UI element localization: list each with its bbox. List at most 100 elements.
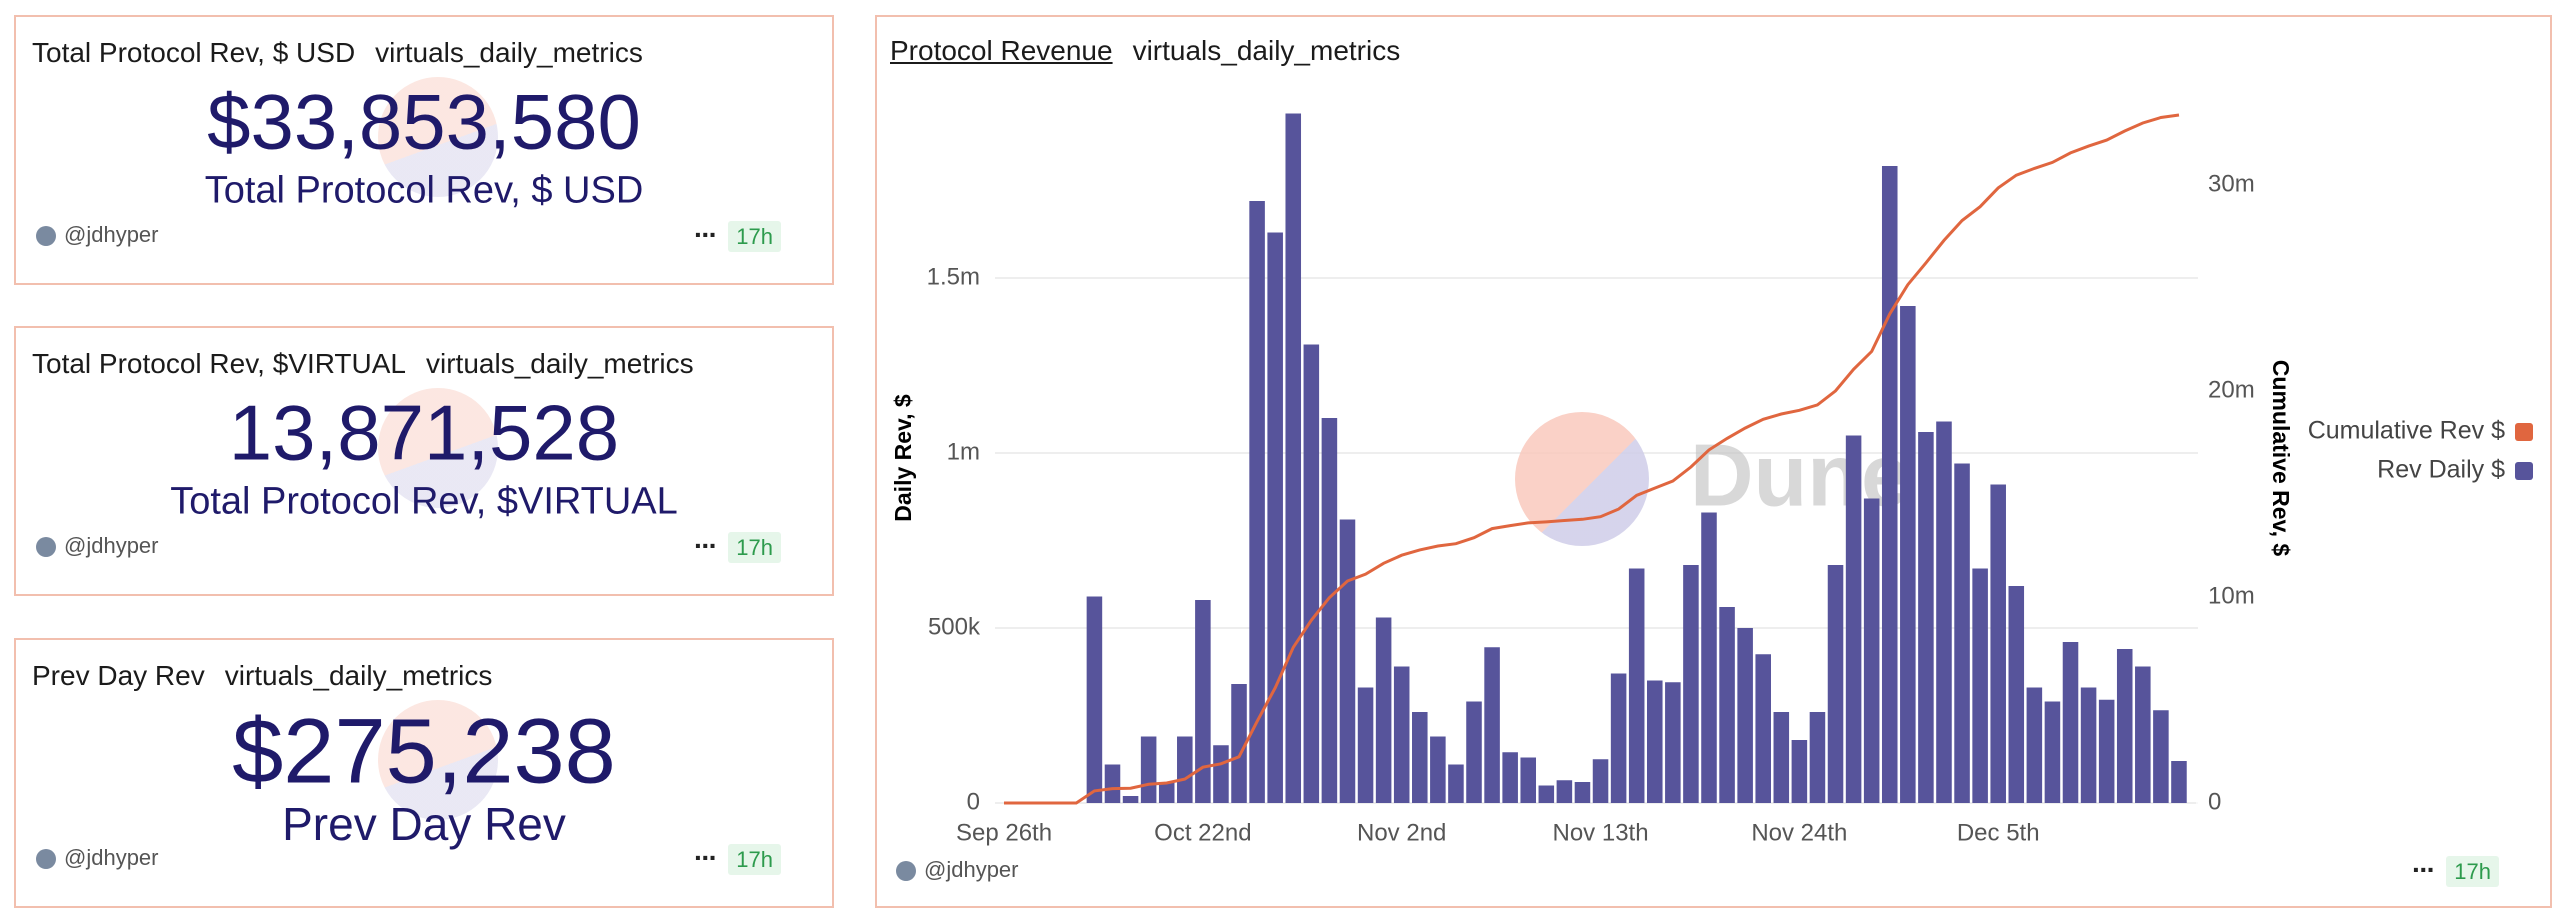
chart-title[interactable]: Protocol Revenue — [890, 35, 1113, 66]
x-tick-label: Nov 2nd — [1357, 819, 1446, 846]
legend-swatch — [2515, 423, 2533, 441]
bar — [2062, 642, 2079, 803]
bar — [1177, 736, 1193, 803]
bar — [1863, 498, 1880, 803]
query-name[interactable]: virtuals_daily_metrics — [426, 348, 694, 379]
avatar[interactable] — [36, 537, 56, 558]
menu[interactable]: ··· — [2412, 854, 2436, 885]
author[interactable]: @jdhyper — [924, 857, 1019, 882]
bar — [1303, 344, 1320, 803]
bar — [1140, 736, 1157, 803]
bar — [2026, 687, 2043, 803]
query-name[interactable]: virtuals_daily_metrics — [224, 660, 493, 691]
bar — [1665, 682, 1681, 803]
counter-label: Total Protocol Rev, $ USD — [204, 169, 644, 212]
bar — [1231, 684, 1247, 803]
age-badge: 17h — [728, 844, 781, 875]
avatar[interactable] — [36, 849, 56, 870]
bar — [1104, 764, 1121, 803]
bar — [1845, 435, 1862, 803]
author[interactable]: @jdhyper — [64, 533, 159, 558]
bar — [1610, 673, 1627, 803]
bar — [1321, 418, 1338, 803]
bar — [1357, 687, 1374, 803]
counter-value: $275,238 — [232, 700, 616, 803]
watermark — [378, 77, 498, 197]
card-title[interactable]: Prev Day Rev virtuals_daily_metrics — [32, 660, 492, 692]
bar — [1592, 759, 1609, 803]
bar — [1430, 736, 1446, 803]
bar — [2044, 701, 2061, 803]
chart-footer-right: ··· 17h — [2412, 854, 2499, 887]
card-title[interactable]: Total Protocol Rev, $VIRTUAL virtuals_dai… — [32, 348, 694, 380]
menu[interactable]: ··· — [694, 842, 718, 873]
x-tick-label: Nov 13th — [1553, 819, 1649, 846]
legend-label: Cumulative Rev $ — [2308, 417, 2505, 445]
bar — [1158, 782, 1175, 803]
bar — [1195, 600, 1211, 803]
watermark-logo — [1515, 412, 1649, 546]
y2-tick-label: 30m — [2208, 171, 2255, 198]
bar — [1520, 757, 1537, 803]
y-axis-title: Daily Rev, $ — [890, 394, 916, 522]
widget-title[interactable]: Total Protocol Rev, $ USD — [32, 37, 356, 68]
y2-tick-label: 0 — [2208, 788, 2221, 815]
bar — [1755, 654, 1771, 803]
widget-title[interactable]: Prev Day Rev — [32, 660, 205, 691]
y-tick-label: 1.5m — [927, 263, 980, 290]
author[interactable]: @jdhyper — [64, 845, 159, 870]
bar — [1556, 780, 1573, 803]
bar — [1990, 484, 2006, 803]
bar — [1791, 740, 1808, 803]
bar — [2116, 649, 2133, 803]
counter-label: Total Protocol Rev, $VIRTUAL — [170, 480, 678, 523]
bar — [1719, 607, 1735, 803]
author[interactable]: @jdhyper — [64, 222, 159, 247]
bar — [1809, 712, 1826, 803]
avatar[interactable] — [36, 226, 56, 247]
bar — [2171, 761, 2187, 803]
bar — [2135, 666, 2151, 803]
y2-tick-label: 10m — [2208, 582, 2255, 609]
counter-card: Total Protocol Rev, $VIRTUAL virtuals_dai… — [14, 326, 834, 596]
widget-title[interactable]: Total Protocol Rev, $VIRTUAL — [32, 348, 407, 379]
age-badge: 17h — [728, 221, 781, 252]
bar — [1827, 565, 1844, 803]
legend-swatch — [2515, 462, 2533, 480]
age-badge: 17h — [728, 532, 781, 563]
menu[interactable]: ··· — [694, 530, 718, 561]
bar — [1737, 628, 1753, 803]
y2-tick-label: 20m — [2208, 377, 2255, 404]
menu[interactable]: ··· — [694, 219, 718, 250]
counter-card: Total Protocol Rev, $ USD virtuals_daily_… — [14, 15, 834, 285]
age-badge: 17h — [2446, 856, 2499, 887]
bar — [1628, 568, 1645, 803]
avatar[interactable] — [896, 861, 916, 882]
x-tick-label: Sep 26th — [956, 819, 1052, 846]
bar — [1267, 232, 1283, 803]
bar — [1574, 782, 1591, 803]
bar — [1918, 432, 1934, 803]
bar — [1393, 666, 1410, 803]
bar — [1538, 785, 1555, 803]
line — [1004, 113, 2180, 805]
card-title[interactable]: Total Protocol Rev, $ USD virtuals_daily_… — [32, 37, 643, 69]
bar — [1881, 166, 1898, 803]
bar — [1646, 680, 1663, 803]
x-tick-label: Nov 24th — [1751, 819, 1847, 846]
bar — [2098, 699, 2115, 803]
x-tick-label: Oct 22nd — [1154, 819, 1251, 846]
bar — [1972, 568, 1988, 803]
y-tick-label: 1m — [947, 438, 980, 465]
x-tick-label: Dec 5th — [1957, 819, 2040, 846]
bar — [1773, 712, 1790, 803]
y2-axis-title: Cumulative Rev, $ — [2268, 360, 2294, 557]
query-name[interactable]: virtuals_daily_metrics — [375, 37, 643, 68]
bar — [1701, 512, 1717, 803]
legend-label: Rev Daily $ — [2377, 456, 2505, 484]
query-name[interactable]: virtuals_daily_metrics — [1132, 35, 1401, 66]
counter-value: $33,853,580 — [207, 77, 641, 166]
bar — [1683, 565, 1699, 803]
